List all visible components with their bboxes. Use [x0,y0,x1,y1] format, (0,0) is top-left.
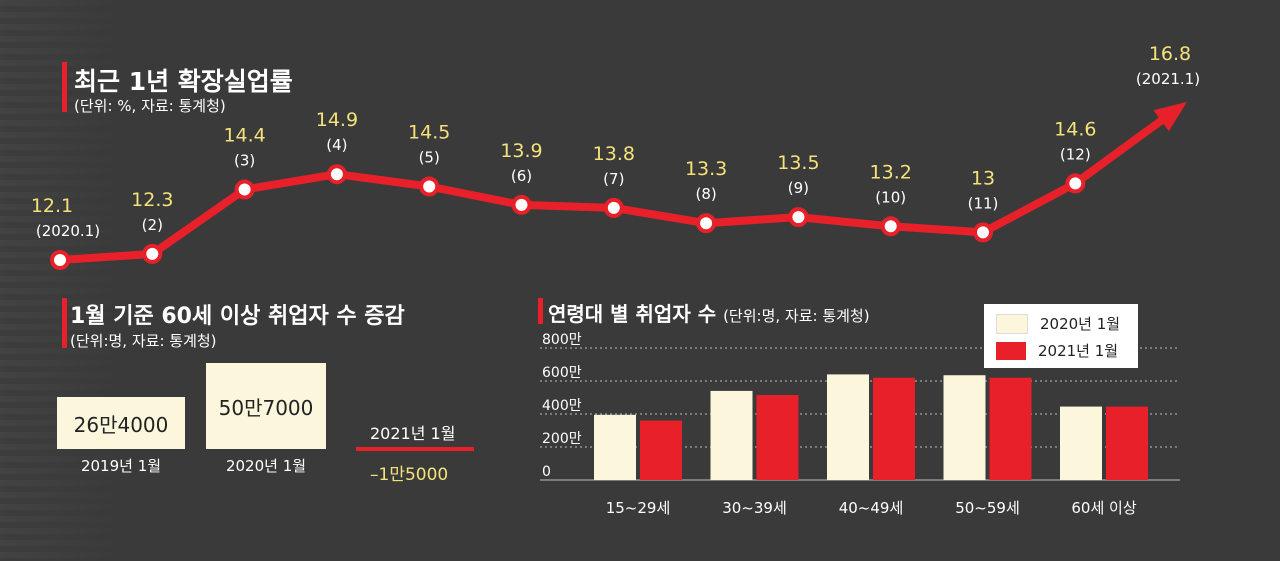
unemployment-point [1065,173,1086,194]
unemployment-point [419,176,440,197]
unemployment-point [880,216,901,237]
unemployment-value-label: 14.6 [1054,118,1096,140]
unemployment-value-label: 13.2 [870,161,912,183]
bar-2021 [756,395,799,480]
bar-2020 [594,414,636,480]
bar-2021 [1106,406,1148,480]
unemployment-line-chart: 12.1 (2020.1) 12.3 (2) 14.4 (3) 14.9 (4) 14.5 (5)… [31,43,1200,270]
legend-item-2021: 2021년 1월 [996,340,1118,361]
unemployment-value-label: 14.5 [408,121,450,143]
bar-2021 [873,377,915,480]
legend-label-2020: 2020년 1월 [1040,315,1121,333]
legend-swatch-2021 [996,341,1026,360]
value-box-2019-caption: 2019년 1월 [80,457,162,475]
unemployment-period-label: (8) [695,185,716,203]
unemployment-value-label: 14.9 [316,109,358,131]
title-accent-bar [62,298,67,348]
unemployment-period-label: (11) [968,194,999,212]
unemployment-period-label: (2) [142,216,163,234]
legend-swatch-2020 [996,313,1028,334]
bar-chart-category-label: 50~59세 [955,499,1020,517]
unemployment-arrow-head [1153,101,1187,132]
bar-chart-ytick-label: 0 [542,464,551,480]
unemployment-point [326,164,347,185]
unemployment-point [603,197,624,218]
legend-label-2021: 2021년 1월 [1038,342,1119,360]
unemployment-point [788,207,809,228]
unemployment-point [234,179,255,200]
unemployment-point [142,243,163,264]
unemployment-point [696,213,717,234]
age-chart-title-line: 연령대 별 취업자 수 (단위:명, 자료: 통계청) [548,298,870,327]
bar-chart-ytick-label: 400만 [542,398,582,414]
unemployment-value-label: 12.1 [31,195,73,217]
unemployment-period-label: (12) [1060,145,1091,163]
unemployment-value-label: 13.5 [777,152,819,174]
legend-item-2020: 2020년 1월 [996,313,1120,334]
bar-chart-legend: 2020년 1월 2021년 1월 [984,304,1138,368]
title-accent-bar [62,62,67,112]
unemployment-period-label: (5) [419,148,440,166]
bar-2021 [640,420,682,480]
value-box-2020-value: 50만7000 [218,395,314,420]
age-chart-title: 연령대 별 취업자 수 [548,302,717,326]
unemployment-period-label: (2020.1) [36,222,100,240]
change-2021-value: –1만5000 [370,465,449,485]
change-2021-line [356,447,474,451]
unemployment-point [50,250,70,270]
value-box-2019: 26만4000 [57,397,185,449]
title-accent-bar [538,298,543,324]
elderly-subtitle: (단위:명, 자료: 통계청) [70,332,217,350]
unemployment-title: 최근 1년 확장실업률 [74,67,293,96]
unemployment-period-label: (7) [603,170,624,188]
bar-2020 [710,390,753,480]
bar-chart-category-label: 15~29세 [606,499,671,517]
bar-2020 [827,374,869,480]
age-group-bar-chart: 0 200만 400만 600만 800만 15~29세 30~39세 40~49세 50~59… [540,332,1180,517]
bar-chart-ytick-label: 600만 [542,365,582,381]
unemployment-value-label: 13 [971,167,995,189]
unemployment-period-label: (2021.1) [1136,70,1200,88]
bar-2021 [989,377,1032,480]
unemployment-value-label: 13.8 [593,143,635,165]
bar-chart-category-label: 60세 이상 [1071,499,1136,517]
background-fade [0,0,120,561]
bar-chart-ytick-label: 800만 [542,332,582,348]
bar-chart-category-label: 30~39세 [722,499,787,517]
value-box-2019-value: 26만4000 [73,412,169,437]
unemployment-period-label: (6) [511,167,532,185]
unemployment-period-label: (4) [326,136,347,154]
unemployment-value-label: 16.8 [1149,43,1191,65]
change-2021-label: 2021년 1월 [370,424,456,443]
unemployment-point [973,222,993,243]
unemployment-title-block: 최근 1년 확장실업률 (단위: %, 자료: 통계청) [62,62,362,118]
unemployment-period-label: (9) [788,179,809,197]
bar-chart-category-label: 40~49세 [839,499,904,517]
unemployment-period-label: (10) [875,188,906,206]
elderly-title: 1월 기준 60세 이상 취업자 수 증감 [70,304,405,329]
unemployment-value-label: 13.3 [685,158,727,180]
elderly-title-block: 1월 기준 60세 이상 취업자 수 증감 (단위:명, 자료: 통계청) [62,298,482,354]
value-box-2020-caption: 2020년 1월 [225,457,307,475]
unemployment-value-label: 13.9 [500,140,542,162]
unemployment-value-label: 14.4 [223,125,265,147]
value-box-2020: 50만7000 [206,363,326,449]
unemployment-value-label: 12.3 [131,189,173,211]
age-chart-title-block: 연령대 별 취업자 수 (단위:명, 자료: 통계청) [538,298,958,328]
unemployment-period-label: (3) [234,152,255,170]
bar-2020 [943,375,986,480]
age-chart-subtitle: (단위:명, 자료: 통계청) [723,307,870,325]
bar-2020 [1060,406,1102,480]
bar-chart-ytick-label: 200만 [542,431,582,447]
unemployment-point [511,194,532,215]
unemployment-subtitle: (단위: %, 자료: 통계청) [74,97,226,115]
